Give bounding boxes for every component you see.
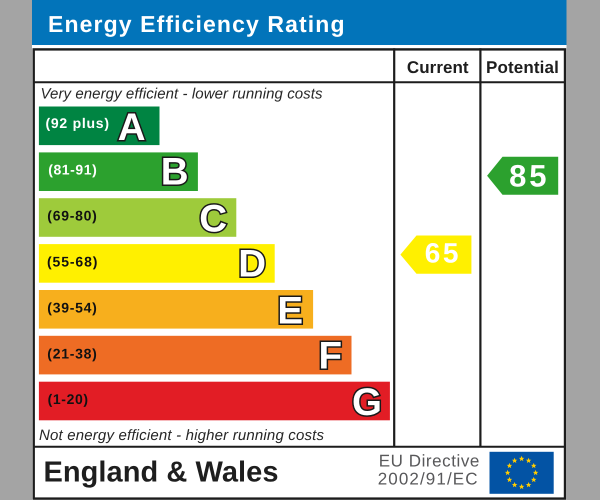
- svg-text:Current: Current: [407, 58, 469, 77]
- svg-text:F: F: [318, 334, 342, 377]
- svg-text:(81-91): (81-91): [48, 162, 97, 178]
- svg-text:(92 plus): (92 plus): [46, 115, 110, 131]
- svg-text:(21-38): (21-38): [47, 345, 97, 361]
- svg-text:G: G: [352, 381, 382, 424]
- svg-text:England & Wales: England & Wales: [44, 457, 279, 489]
- svg-text:Potential: Potential: [486, 58, 559, 77]
- svg-text:B: B: [161, 151, 189, 194]
- svg-text:2002/91/EC: 2002/91/EC: [378, 470, 478, 489]
- svg-text:C: C: [199, 198, 227, 241]
- svg-text:D: D: [238, 243, 266, 286]
- svg-text:(1-20): (1-20): [48, 391, 89, 407]
- svg-text:E: E: [277, 289, 303, 332]
- svg-text:(55-68): (55-68): [47, 254, 97, 270]
- svg-text:Energy Efficiency Rating: Energy Efficiency Rating: [48, 11, 345, 37]
- svg-text:(69-80): (69-80): [47, 208, 97, 224]
- svg-text:(39-54): (39-54): [47, 299, 97, 315]
- svg-text:EU Directive: EU Directive: [379, 452, 480, 471]
- svg-text:A: A: [118, 106, 146, 149]
- svg-text:Very energy efficient - lower: Very energy efficient - lower running co…: [41, 86, 324, 103]
- svg-text:Not energy efficient - higher: Not energy efficient - higher running co…: [39, 427, 325, 444]
